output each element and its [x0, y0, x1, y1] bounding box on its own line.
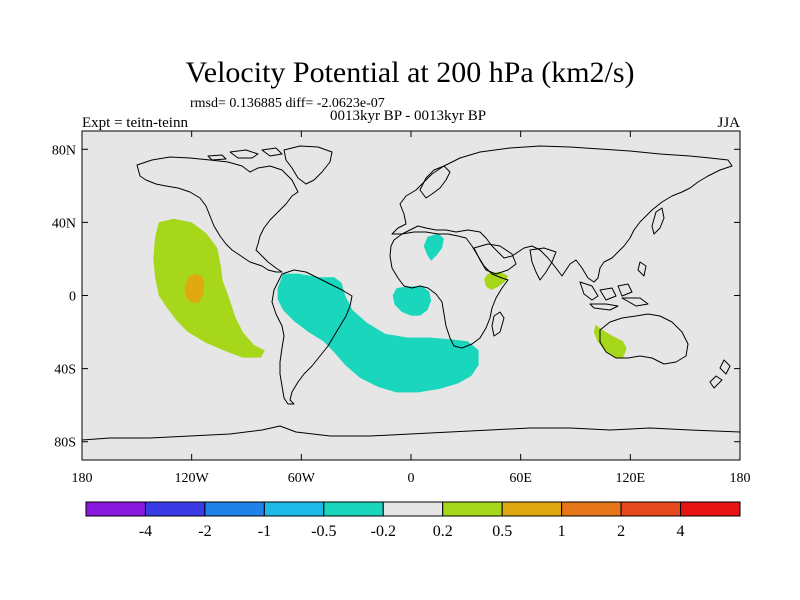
x-tick-label: 60E — [509, 471, 532, 486]
colorbar-label: 0.2 — [433, 523, 453, 540]
anomaly-regions — [153, 218, 627, 393]
chart-title: Velocity Potential at 200 hPa (km2/s) — [185, 56, 634, 89]
stats-subtitle: rmsd= 0.136885 diff= -2.0623e-07 — [190, 96, 385, 111]
arctic-islands-coastline — [207, 147, 283, 161]
west-australia-positive-region — [593, 324, 627, 358]
colorbar-swatch — [442, 501, 503, 517]
x-tick-label: 180 — [72, 471, 93, 486]
x-tick-label: 120W — [175, 471, 210, 486]
colorbar-swatch — [620, 501, 682, 517]
east-pacific-core-region — [184, 273, 205, 303]
colorbar-swatch — [85, 501, 146, 517]
greenland-coastline — [283, 145, 333, 185]
colorbar-label: 1 — [558, 523, 566, 540]
south-america-coastline — [271, 269, 353, 405]
x-tick-label: 180 — [730, 471, 751, 486]
colorbar-label: -0.2 — [371, 523, 396, 540]
colorbar-swatch — [501, 501, 563, 517]
y-tick-label: 40N — [52, 216, 76, 231]
y-tick-label: 80N — [52, 143, 76, 158]
arabian-peninsula-coastline — [473, 243, 517, 275]
colorbar-swatch — [144, 501, 206, 517]
madagascar-coastline — [491, 311, 505, 337]
colorbar-swatch — [382, 501, 444, 517]
eurasia-coastline — [391, 145, 733, 283]
colorbar-swatch — [204, 501, 265, 517]
japan-coastline — [651, 207, 665, 235]
season-label: JJA — [717, 115, 740, 131]
africa-coastline — [389, 231, 509, 349]
australia-coastline — [599, 313, 689, 365]
period-subtitle: 0013kyr BP - 0013kyr BP — [330, 108, 486, 124]
north-america-coastline — [136, 156, 299, 273]
horn-of-africa-positive-region — [484, 271, 508, 290]
gulf-of-guinea-negative-region — [392, 286, 432, 316]
y-tick-label: 0 — [69, 290, 76, 305]
south-atlantic-negative-region — [277, 273, 479, 393]
colorbar-label: 0.5 — [492, 523, 512, 540]
new-zealand-coastline — [709, 359, 731, 389]
india-coastline — [529, 247, 557, 281]
colorbar-label: -0.5 — [311, 523, 336, 540]
axis-ticks: 180 120W 60W 0 60E 120E 180 80N 40N 0 40S 80S — [52, 131, 751, 486]
x-tick-label: 0 — [408, 471, 415, 486]
north-africa-negative-region — [423, 233, 444, 261]
colorbar-swatch — [323, 501, 384, 517]
colorbar-swatch — [263, 501, 325, 517]
colorbar-label: 4 — [677, 523, 685, 540]
colorbar-label: 2 — [617, 523, 625, 540]
x-tick-label: 60W — [288, 471, 316, 486]
colorbar-label: -1 — [258, 523, 271, 540]
colorbar-label: -2 — [198, 523, 211, 540]
southeast-asia-islands-coastline — [579, 261, 649, 311]
colorbar-swatch — [680, 501, 741, 517]
experiment-label: Expt = teitn-teinn — [82, 115, 188, 131]
colorbar-swatch — [561, 501, 622, 517]
colorbar-label: -4 — [139, 523, 152, 540]
coastlines — [82, 145, 740, 441]
colorbar: -4 -2 -1 -0.5 -0.2 0.2 0.5 1 2 4 — [85, 501, 741, 540]
antarctica-coastline — [82, 425, 740, 441]
east-pacific-positive-region — [153, 218, 265, 358]
y-tick-label: 80S — [54, 436, 76, 451]
y-tick-label: 40S — [54, 363, 76, 378]
x-tick-label: 120E — [616, 471, 646, 486]
scandinavia-coastline — [419, 165, 451, 199]
